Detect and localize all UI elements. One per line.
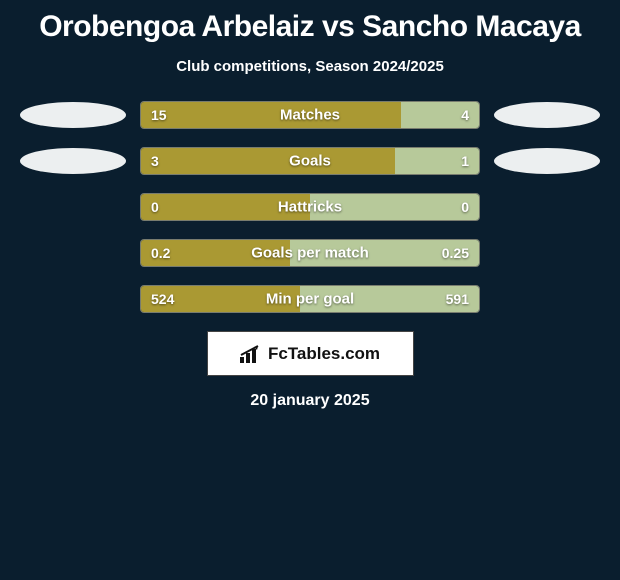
stat-value-left: 15 — [151, 107, 167, 123]
stat-value-right: 0 — [461, 199, 469, 215]
stat-value-right: 1 — [461, 153, 469, 169]
stat-label: Matches — [280, 107, 340, 124]
bar-segment-left — [141, 102, 401, 128]
stat-row: Goals per match 0.2 0.25 — [0, 239, 620, 267]
player-left-ellipse — [20, 148, 126, 174]
subtitle: Club competitions, Season 2024/2025 — [0, 58, 620, 75]
player-left-ellipse — [20, 102, 126, 128]
stat-bar: Matches 15 4 — [140, 101, 480, 129]
brand-badge[interactable]: FcTables.com — [207, 331, 414, 376]
stat-value-right: 0.25 — [442, 245, 469, 261]
date-text: 20 january 2025 — [0, 392, 620, 410]
stat-bar: Goals 3 1 — [140, 147, 480, 175]
stat-label: Hattricks — [278, 199, 342, 216]
stat-value-left: 524 — [151, 291, 174, 307]
brand-text: FcTables.com — [268, 344, 380, 364]
player-right-ellipse — [494, 148, 600, 174]
stat-value-right: 591 — [446, 291, 469, 307]
stat-row: Hattricks 0 0 — [0, 193, 620, 221]
stat-value-left: 0 — [151, 199, 159, 215]
stat-row: Min per goal 524 591 — [0, 285, 620, 313]
stat-label: Goals per match — [251, 245, 369, 262]
stat-bar: Goals per match 0.2 0.25 — [140, 239, 480, 267]
stat-value-right: 4 — [461, 107, 469, 123]
page-title: Orobengoa Arbelaiz vs Sancho Macaya — [0, 0, 620, 44]
stat-bar: Hattricks 0 0 — [140, 193, 480, 221]
stats-container: Matches 15 4 Goals 3 1 Hattricks 0 0 Goals per ma… — [0, 101, 620, 313]
stat-label: Min per goal — [266, 291, 354, 308]
chart-bars-icon — [240, 345, 262, 363]
player-right-ellipse — [494, 102, 600, 128]
stat-row: Matches 15 4 — [0, 101, 620, 129]
stat-value-left: 0.2 — [151, 245, 170, 261]
stat-label: Goals — [289, 153, 331, 170]
bar-segment-left — [141, 148, 395, 174]
stat-value-left: 3 — [151, 153, 159, 169]
stat-bar: Min per goal 524 591 — [140, 285, 480, 313]
stat-row: Goals 3 1 — [0, 147, 620, 175]
